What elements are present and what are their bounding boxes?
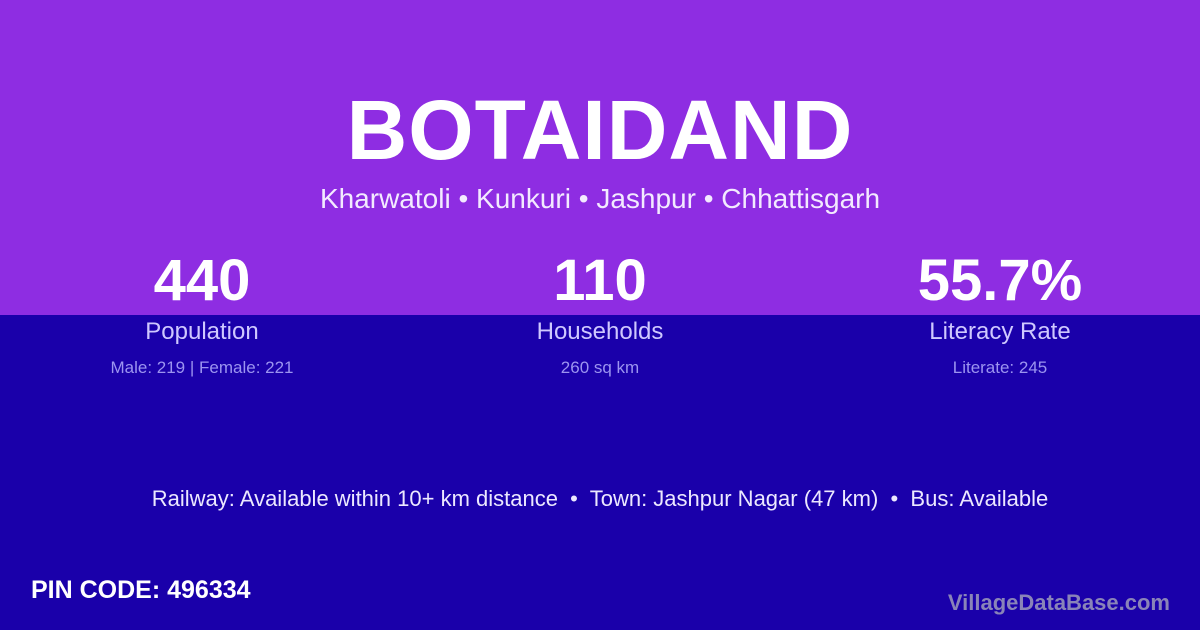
brand-logo: VillageDataBase.com	[947, 590, 1170, 615]
stat-detail: Literate: 245	[952, 358, 1048, 377]
stat-label: Population	[145, 318, 259, 345]
stat-population: 440 Population Male: 219 | Female: 221	[2, 250, 402, 378]
stat-value: 440	[153, 248, 251, 313]
pin-code: PIN CODE: 496334	[31, 576, 251, 604]
stat-households: 110 Households 260 sq km	[400, 250, 800, 378]
location-breadcrumb: Kharwatoli • Kunkuri • Jashpur • Chhatti…	[319, 183, 881, 214]
connectivity-info: Railway: Available within 10+ km distanc…	[151, 486, 1049, 511]
stat-literacy: 55.7% Literacy Rate Literate: 245	[800, 250, 1200, 378]
stat-value: 110	[553, 248, 647, 313]
stat-label: Households	[536, 318, 664, 345]
village-title: BOTAIDAND	[346, 83, 854, 177]
stat-value: 55.7%	[917, 248, 1083, 313]
stat-detail: Male: 219 | Female: 221	[110, 358, 294, 377]
header-band	[0, 0, 1200, 315]
stat-detail: 260 sq km	[560, 358, 640, 377]
stat-label: Literacy Rate	[929, 318, 1071, 345]
